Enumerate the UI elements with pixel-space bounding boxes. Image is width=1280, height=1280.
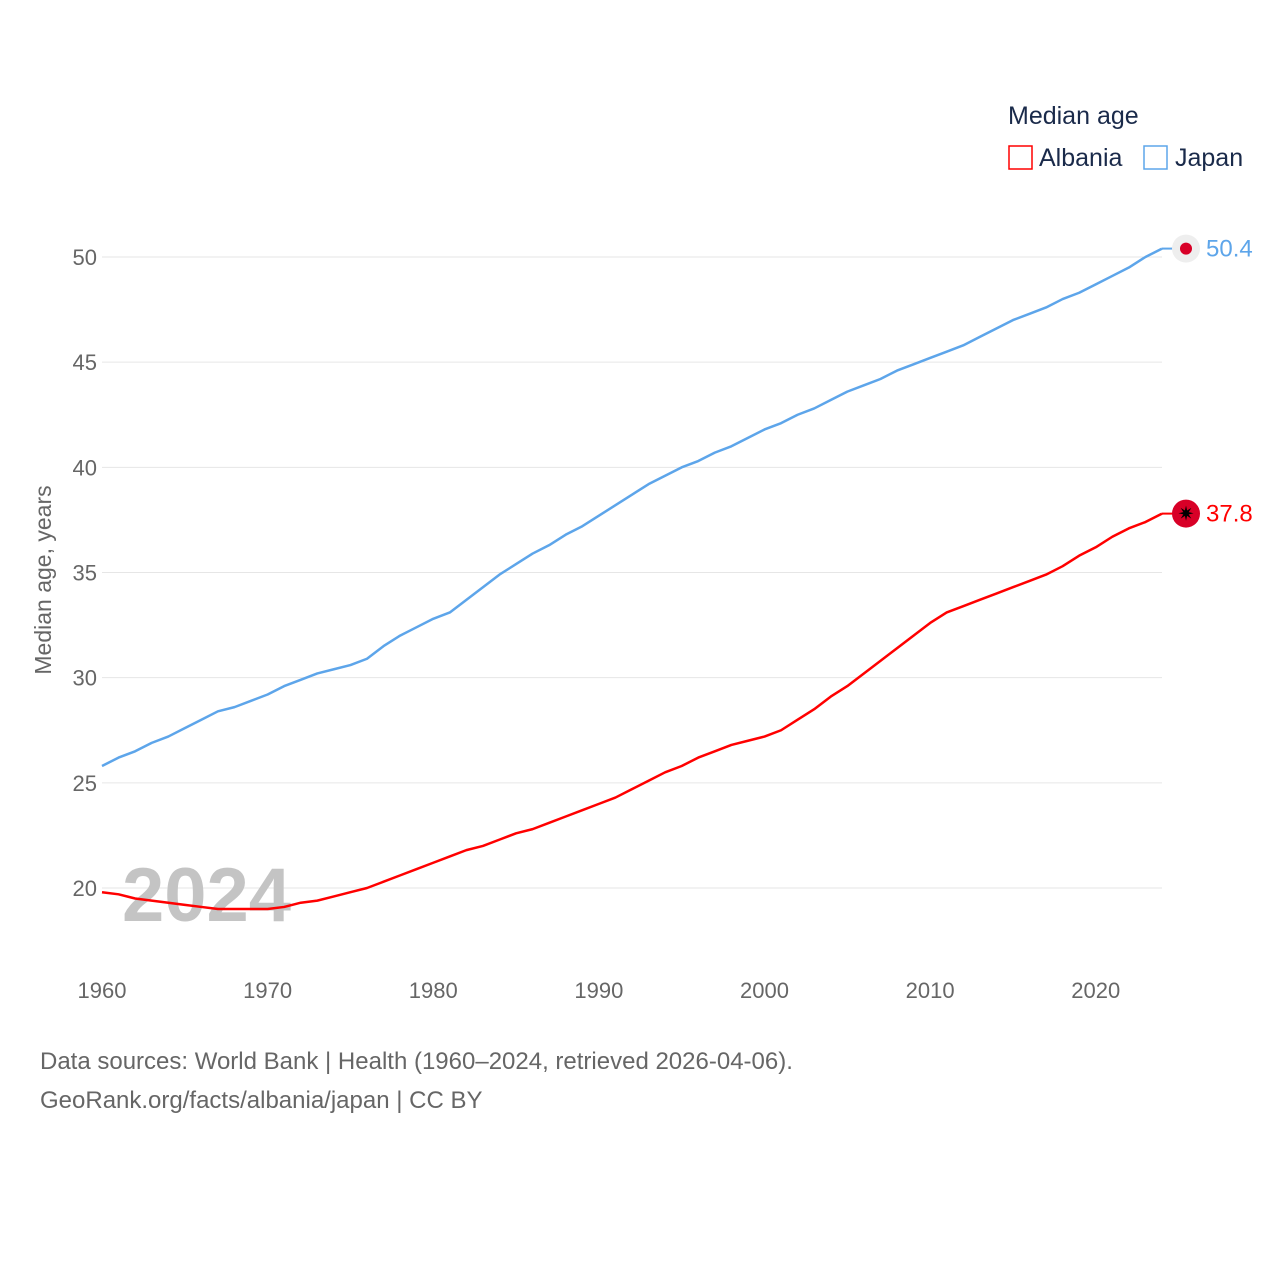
x-tick-label: 1970 [243, 978, 292, 1003]
y-tick-label: 25 [73, 771, 97, 796]
svg-text:✷: ✷ [1178, 504, 1195, 526]
legend-swatch-japan [1143, 145, 1168, 170]
x-tick-label: 1980 [409, 978, 458, 1003]
year-watermark: 2024 [122, 853, 291, 938]
source-line-1: Data sources: World Bank | Health (1960–… [40, 1048, 793, 1075]
end-value-albania: 37.8 [1206, 501, 1253, 528]
legend-item-japan[interactable]: Japan [1143, 144, 1243, 172]
flag-icon-japan [1172, 234, 1200, 263]
y-tick-label: 45 [73, 350, 97, 375]
y-tick-label: 20 [73, 876, 97, 901]
x-tick-label: 1960 [78, 978, 127, 1003]
legend-item-albania[interactable]: Albania [1008, 144, 1122, 172]
x-tick-label: 2000 [740, 978, 789, 1003]
y-tick-label: 40 [73, 455, 97, 480]
y-tick-label: 50 [73, 245, 97, 270]
end-value-japan: 50.4 [1206, 236, 1253, 263]
series-line-japan [101, 247, 1163, 768]
series-line-albania [101, 512, 1163, 911]
legend-title: Median age [1008, 102, 1139, 130]
source-line-2[interactable]: GeoRank.org/facts/albania/japan | CC BY [40, 1087, 482, 1114]
y-axis-label: Median age, years [30, 485, 56, 674]
legend-label-japan: Japan [1175, 144, 1243, 172]
x-tick-label: 2010 [906, 978, 955, 1003]
y-tick-label: 30 [73, 666, 97, 691]
legend-label-albania: Albania [1039, 144, 1122, 172]
flag-icon-albania: ✷ [1172, 499, 1200, 528]
y-tick-label: 35 [73, 561, 97, 586]
legend-swatch-albania [1008, 145, 1033, 170]
x-tick-label: 2020 [1071, 978, 1120, 1003]
x-tick-label: 1990 [574, 978, 623, 1003]
